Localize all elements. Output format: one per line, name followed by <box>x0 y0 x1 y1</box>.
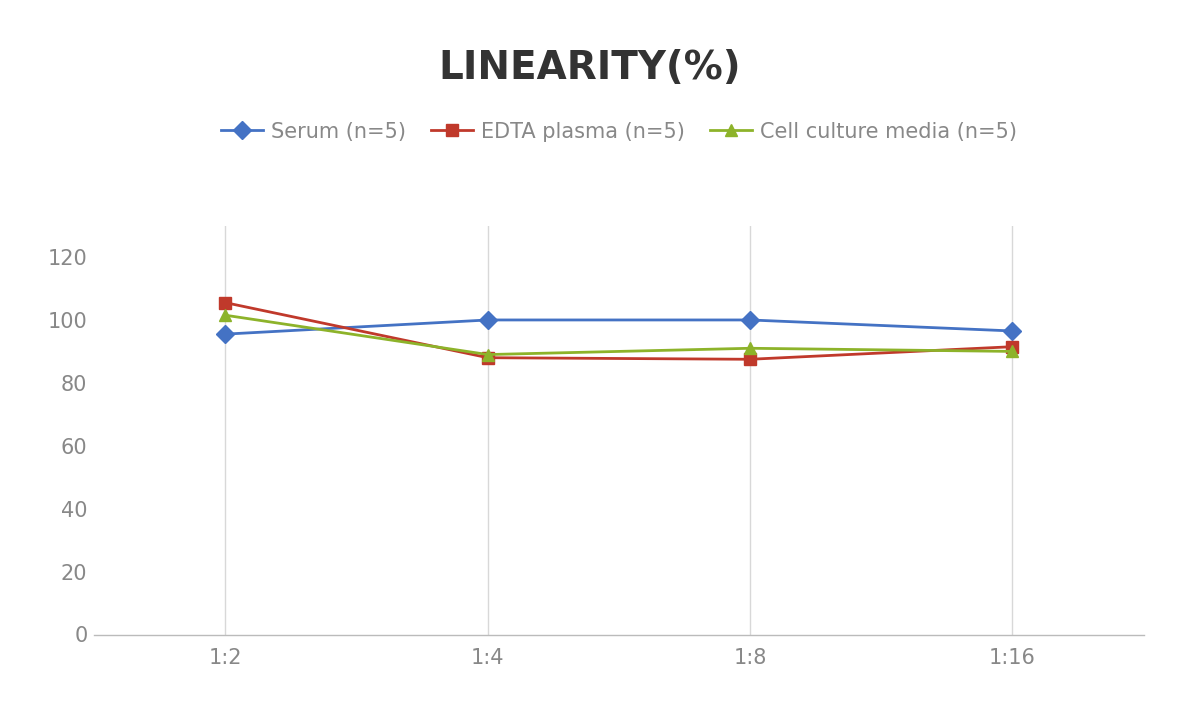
Cell culture media (n=5) <box>218 311 232 319</box>
Legend: Serum (n=5), EDTA plasma (n=5), Cell culture media (n=5): Serum (n=5), EDTA plasma (n=5), Cell cul… <box>220 121 1017 142</box>
EDTA plasma (n=5) <box>218 298 232 307</box>
Text: LINEARITY(%): LINEARITY(%) <box>439 49 740 87</box>
Cell culture media (n=5) <box>481 350 495 359</box>
Line: Cell culture media (n=5): Cell culture media (n=5) <box>219 309 1019 361</box>
Cell culture media (n=5) <box>1006 347 1020 355</box>
Line: EDTA plasma (n=5): EDTA plasma (n=5) <box>219 296 1019 365</box>
Line: Serum (n=5): Serum (n=5) <box>219 314 1019 341</box>
Serum (n=5) <box>743 316 757 324</box>
EDTA plasma (n=5) <box>1006 343 1020 351</box>
EDTA plasma (n=5) <box>743 355 757 364</box>
Serum (n=5) <box>481 316 495 324</box>
Serum (n=5) <box>218 330 232 338</box>
Cell culture media (n=5) <box>743 344 757 352</box>
Serum (n=5) <box>1006 326 1020 335</box>
EDTA plasma (n=5) <box>481 353 495 362</box>
